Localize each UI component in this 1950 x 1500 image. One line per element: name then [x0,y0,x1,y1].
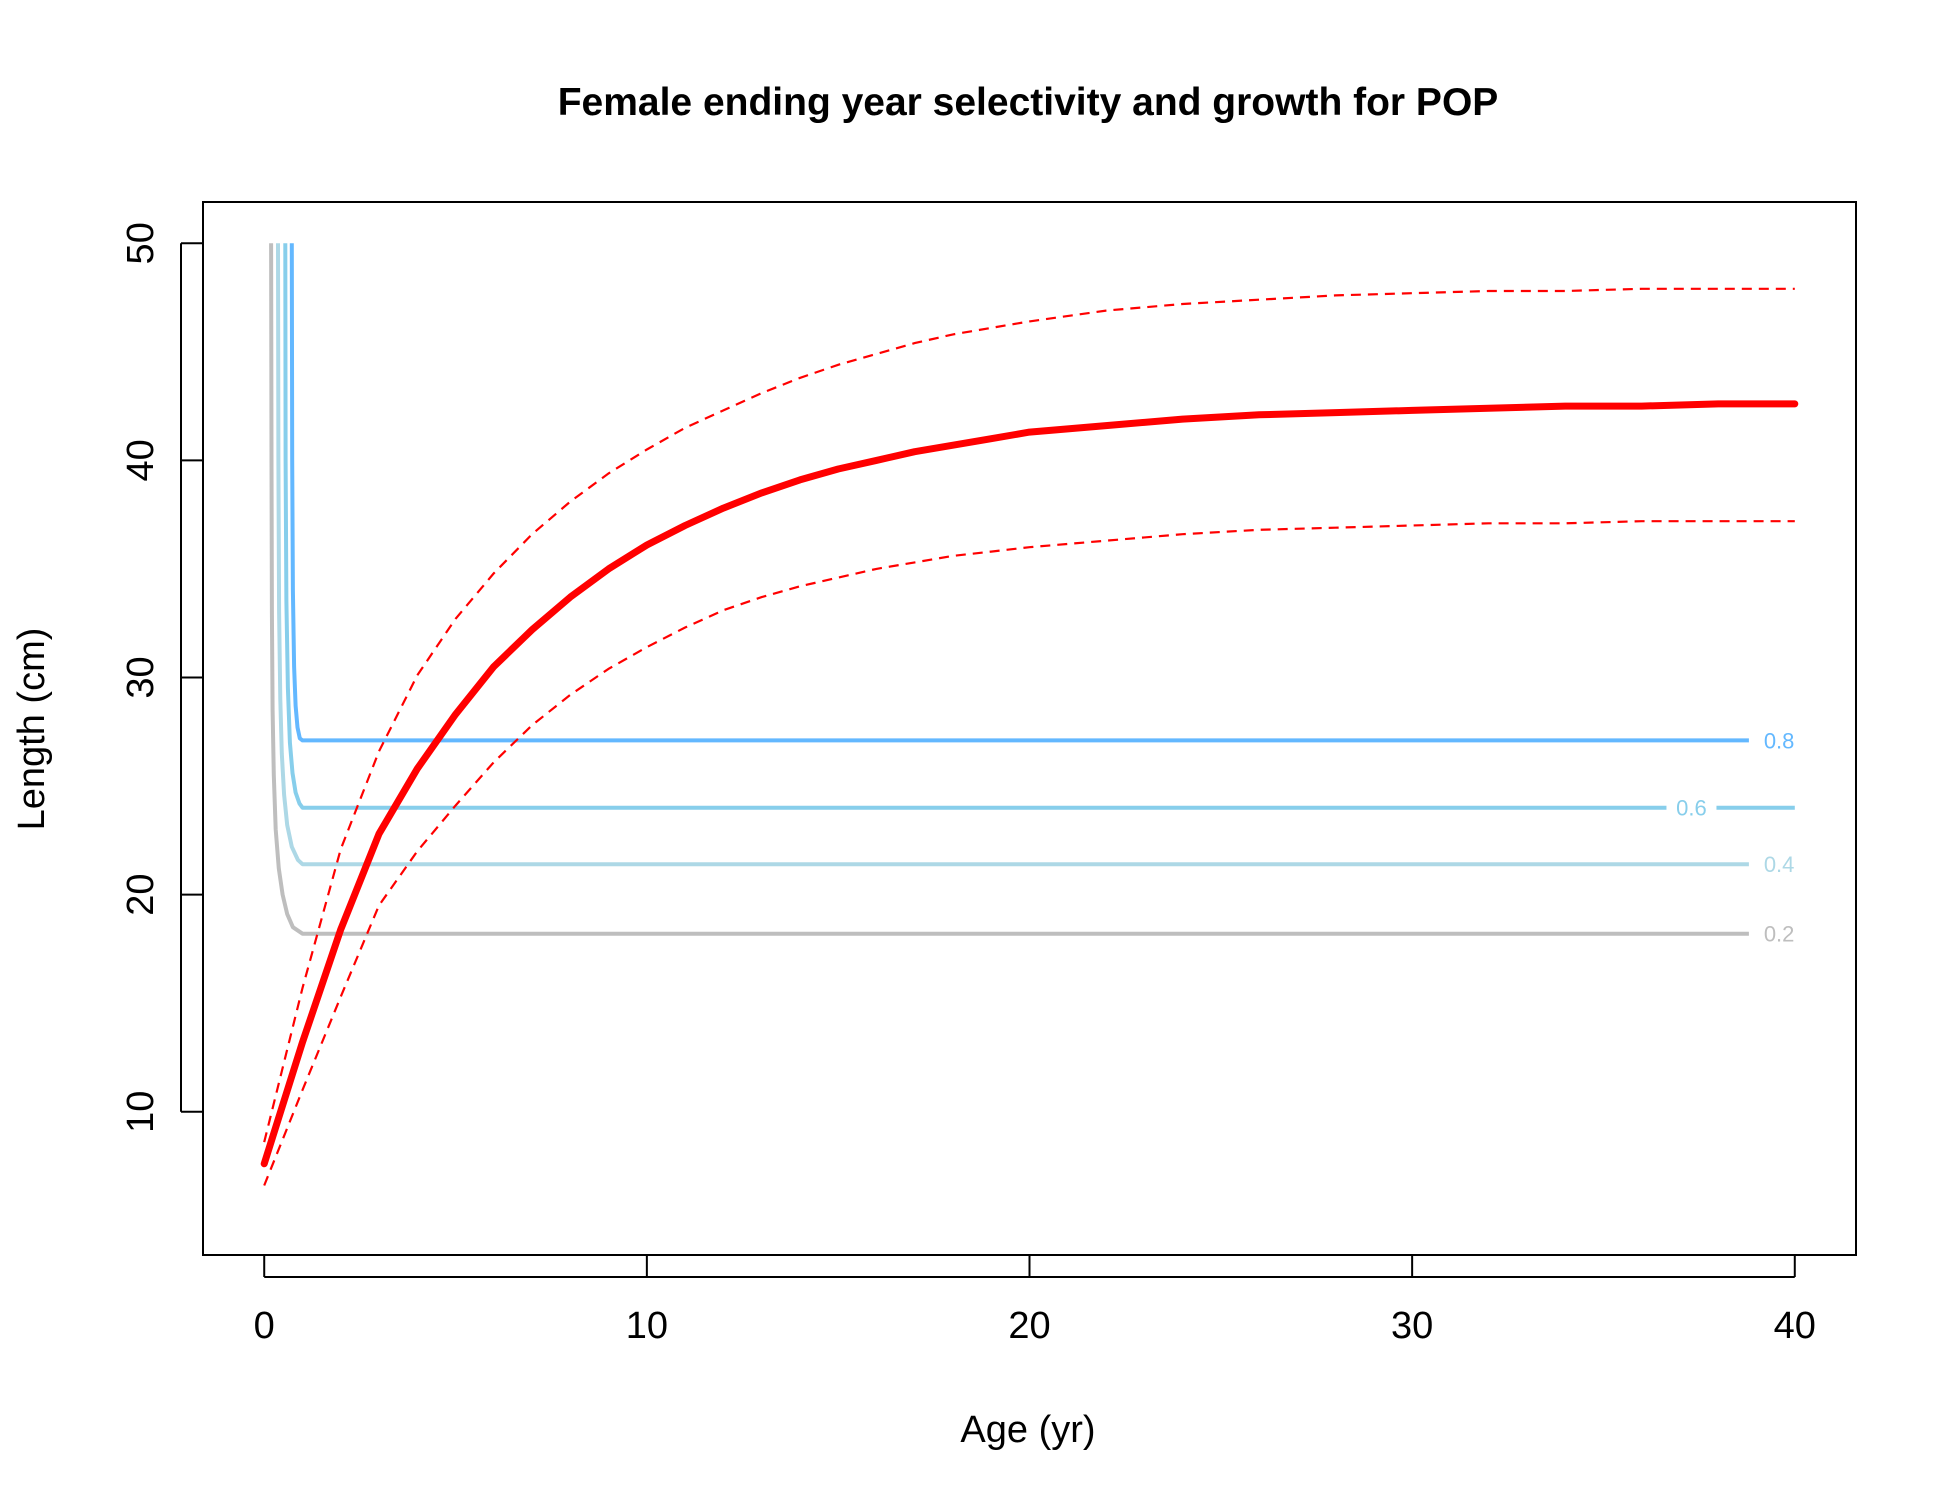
y-tick-label: 10 [120,1091,162,1133]
contour-label-0-6: 0.6 [1676,796,1707,821]
selectivity-contour-0-8 [289,243,1749,743]
x-tick-label: 10 [626,1305,668,1347]
x-tick-label: 40 [1774,1305,1816,1347]
y-tick-label: 50 [120,222,162,264]
selectivity-contour-0-6 [283,243,1795,810]
x-tick-label: 0 [254,1305,275,1347]
x-axis-label: Age (yr) [960,1409,1095,1451]
growth-mean-line [260,400,1799,1168]
selectivity-contour-0-2 [269,243,1749,936]
y-tick-label: 40 [120,439,162,481]
plot-series [260,243,1799,1186]
contour-label-0-8: 0.8 [1764,728,1795,753]
y-tick-label: 20 [120,873,162,915]
y-axis-label: Length (cm) [11,628,53,831]
growth-upper-line [263,287,1795,1143]
selectivity-contour-0-4 [276,243,1749,867]
chart-title: Female ending year selectivity and growt… [558,81,1499,124]
contour-label-gap [1666,799,1717,816]
x-tick-label: 20 [1008,1305,1050,1347]
x-tick-label: 30 [1391,1305,1433,1347]
contour-label-0-4: 0.4 [1764,852,1795,877]
plot-area: 0 10 20 30 40 10 20 30 40 50 0.2 0.4 0.6 0.8 [120,201,1857,1347]
plot-frame [202,201,1857,1256]
contour-label-0-2: 0.2 [1764,922,1795,947]
growth-lower-line [263,520,1795,1186]
y-tick-label: 30 [120,656,162,698]
